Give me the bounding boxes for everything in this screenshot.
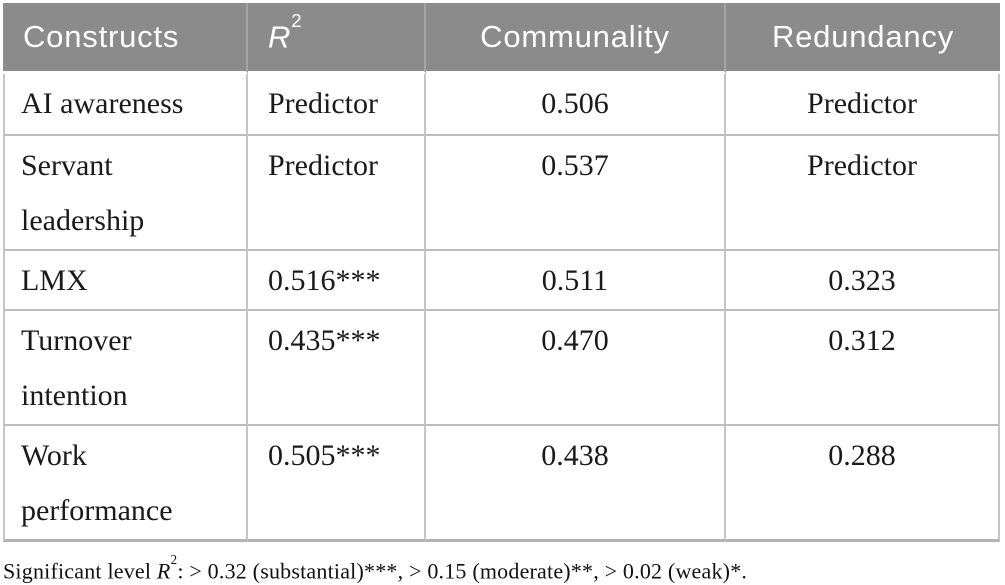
col-header-communality: Communality <box>426 3 726 74</box>
footnote-r2-superscript: 2 <box>170 552 178 568</box>
construct-name: LMX <box>3 249 248 309</box>
redundancy-value: Predictor <box>726 74 1000 134</box>
redundancy-value: 0.312 <box>726 309 1000 424</box>
header-row: Constructs R2 Communality Redundancy <box>3 3 1000 74</box>
redundancy-value: Predictor <box>726 134 1000 249</box>
table-footnote: Significant level R2: > 0.32 (substantia… <box>3 552 1000 584</box>
constructs-table: Constructs R2 Communality Redundancy AI … <box>3 3 1000 542</box>
results-table-figure: Constructs R2 Communality Redundancy AI … <box>3 3 1000 584</box>
r2-value: 0.505*** <box>248 424 426 542</box>
table-row-servant-leadership: Servant leadership Predictor 0.537 Predi… <box>3 134 1000 249</box>
r2-value: Predictor <box>248 134 426 249</box>
r2-symbol: R <box>268 19 292 55</box>
footnote-significance-levels: : > 0.32 (substantial)***, > 0.15 (moder… <box>177 558 748 584</box>
table-header: Constructs R2 Communality Redundancy <box>3 3 1000 74</box>
table-row-lmx: LMX 0.516*** 0.511 0.323 <box>3 249 1000 309</box>
redundancy-value: 0.323 <box>726 249 1000 309</box>
col-header-redundancy: Redundancy <box>726 3 1000 74</box>
footnote-r2-symbol: R <box>156 558 171 584</box>
communality-value: 0.506 <box>426 74 726 134</box>
table-row-ai-awareness: AI awareness Predictor 0.506 Predictor <box>3 74 1000 134</box>
redundancy-value: 0.288 <box>726 424 1000 542</box>
r2-superscript: 2 <box>291 10 303 32</box>
construct-name: AI awareness <box>3 74 248 134</box>
col-header-r2: R2 <box>248 3 426 74</box>
communality-value: 0.470 <box>426 309 726 424</box>
construct-name: Servant leadership <box>3 134 248 249</box>
table-row-turnover-intention: Turnover intention 0.435*** 0.470 0.312 <box>3 309 1000 424</box>
table-body: AI awareness Predictor 0.506 Predictor S… <box>3 74 1000 542</box>
construct-name: Turnover intention <box>3 309 248 424</box>
footnote-prefix: Significant level <box>3 558 157 584</box>
construct-name: Work performance <box>3 424 248 542</box>
col-header-constructs: Constructs <box>3 3 248 74</box>
communality-value: 0.537 <box>426 134 726 249</box>
communality-value: 0.438 <box>426 424 726 542</box>
r2-value: 0.516*** <box>248 249 426 309</box>
communality-value: 0.511 <box>426 249 726 309</box>
table-row-work-performance: Work performance 0.505*** 0.438 0.288 <box>3 424 1000 542</box>
r2-value: Predictor <box>248 74 426 134</box>
r2-value: 0.435*** <box>248 309 426 424</box>
